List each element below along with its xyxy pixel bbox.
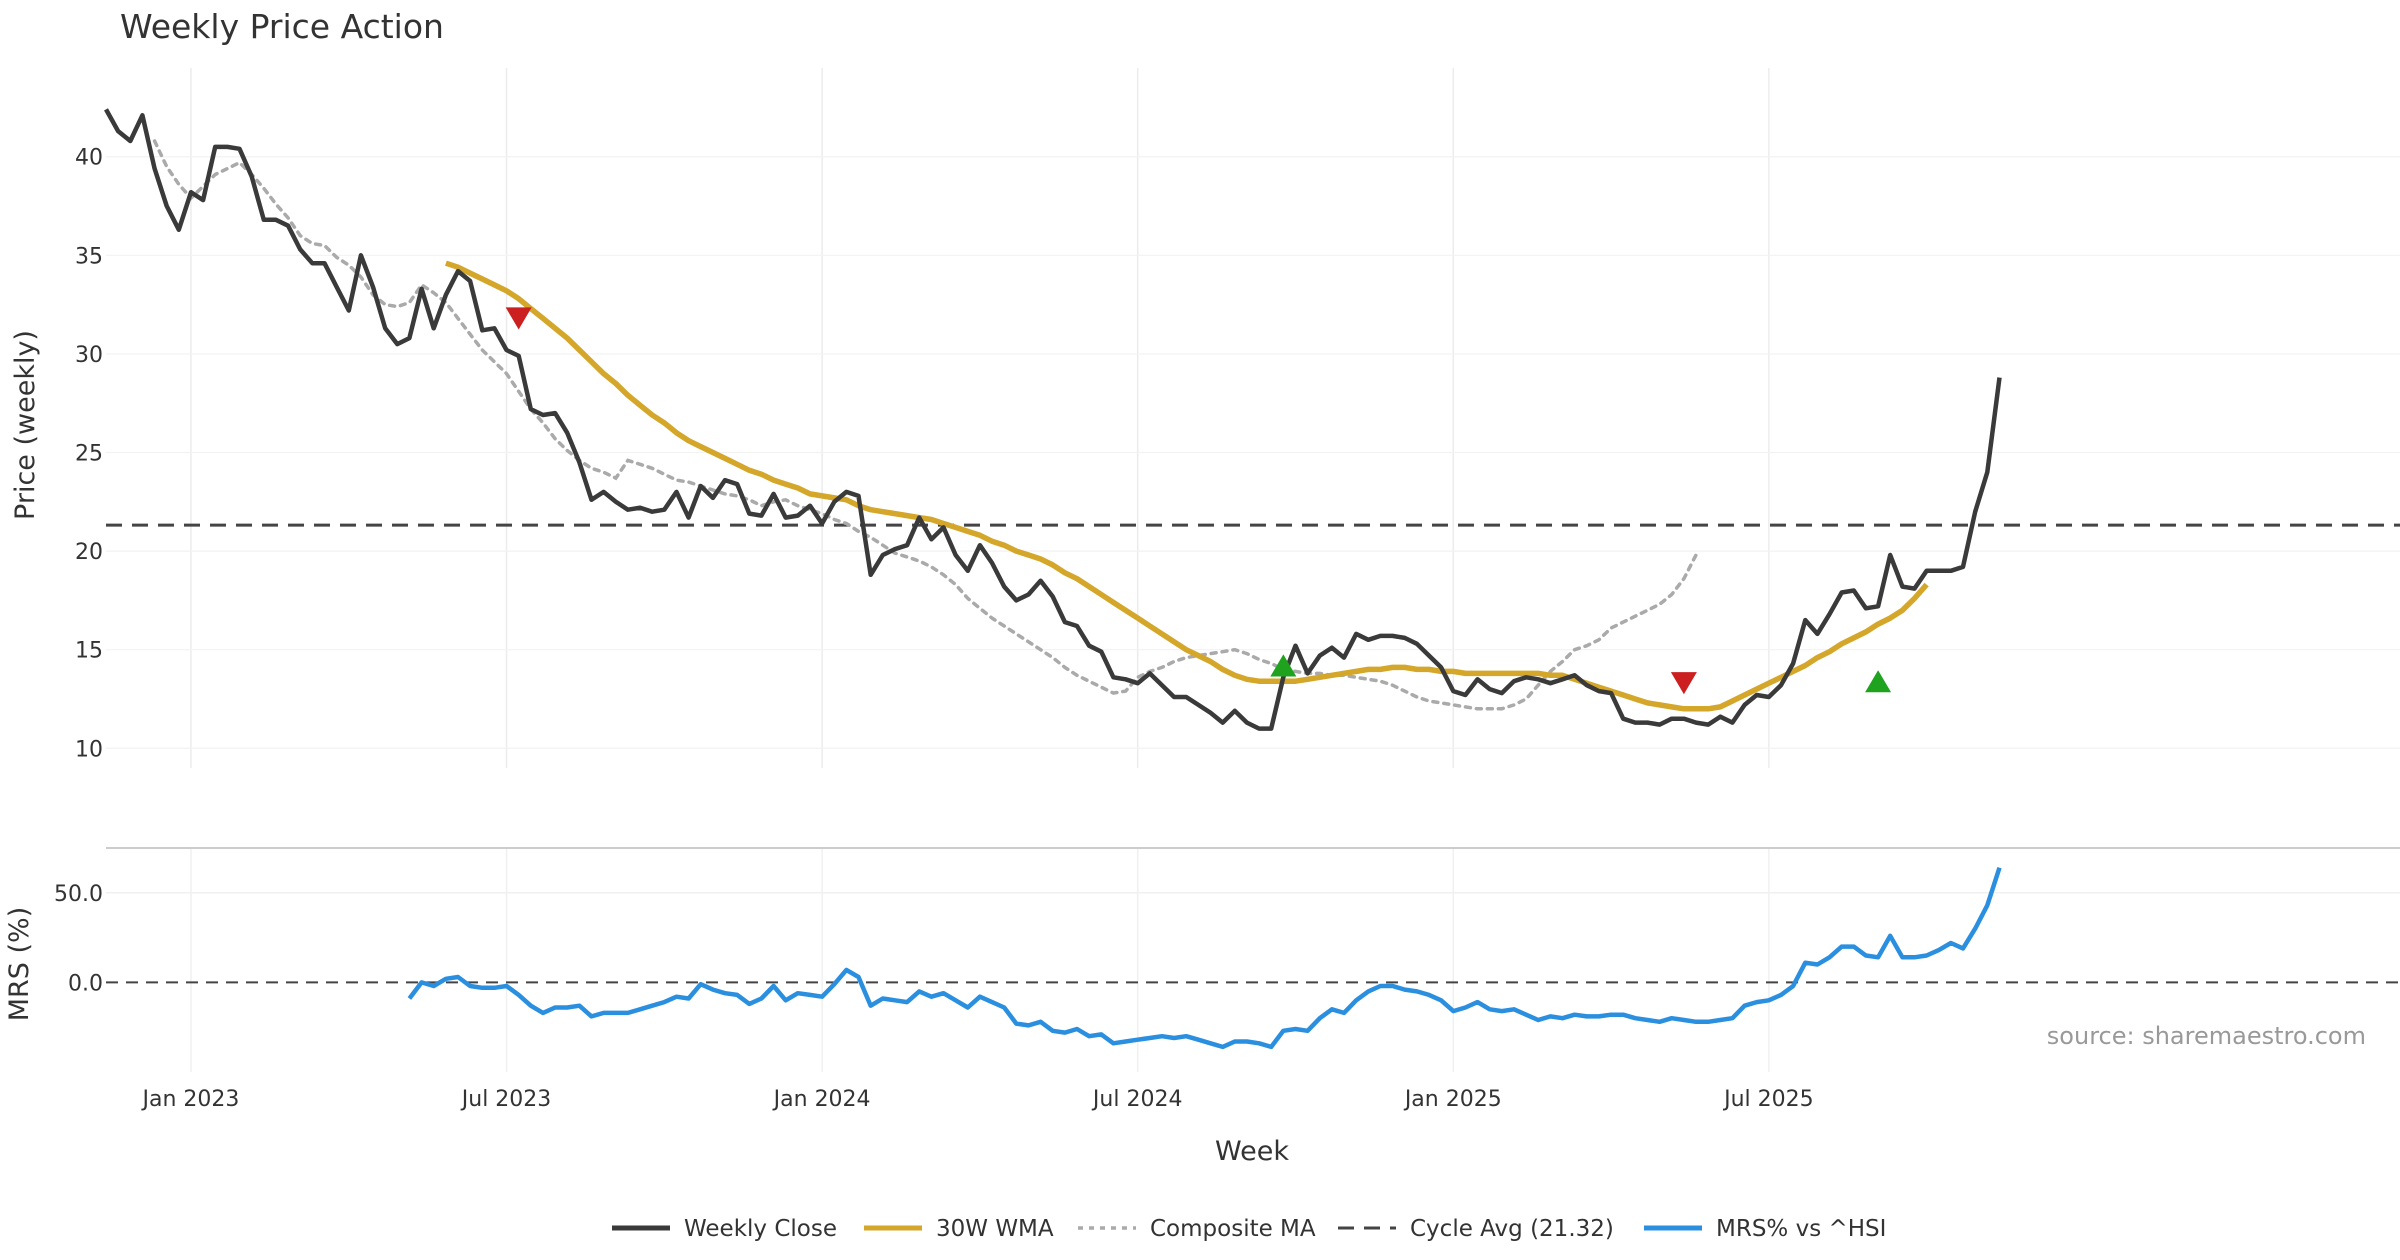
chart-legend: Weekly Close 30W WMA Composite MA Cycle Avg… [612,1216,1886,1242]
mrs-y-tick-label: 50.0 [54,882,103,907]
mrs-line [407,867,2002,1050]
price-y-axis: 10 15 20 25 30 35 40 [75,146,103,763]
x-tick-label: Jan 2023 [141,1087,240,1112]
x-tick-label: Jan 2025 [1403,1087,1502,1112]
sell-signal-marker [1670,672,1697,695]
price-y-tick-label: 10 [75,737,103,762]
price-y-tick-label: 30 [75,343,103,368]
price-y-tick-label: 20 [75,540,103,565]
signal-markers [505,307,1892,695]
source-label: source: sharemaestro.com [2047,1022,2366,1050]
x-axis-title: Week [1215,1136,1289,1167]
composite-ma-line [152,139,1698,711]
sell-signal-marker [505,307,532,330]
mrs-series [106,867,2400,1050]
weekly-close-line [104,108,2002,731]
price-y-tick-label: 15 [75,639,103,664]
x-tick-label: Jul 2025 [1722,1087,1814,1112]
chart-title: Weekly Price Action [120,7,444,46]
legend-label: Composite MA [1150,1216,1316,1242]
x-axis: Jan 2023 Jul 2023 Jan 2024 Jul 2024 Jan 2025… [141,1087,1814,1112]
price-panel-grid [106,68,2400,768]
price-y-tick-label: 25 [75,442,103,467]
x-tick-label: Jul 2023 [460,1087,552,1112]
price-y-axis-title: Price (weekly) [10,330,41,520]
wma-30w-line [445,260,1929,712]
mrs-y-axis: 0.0 50.0 [54,882,103,997]
x-tick-label: Jan 2024 [772,1087,871,1112]
buy-signal-marker [1270,654,1297,677]
legend-label: 30W WMA [936,1216,1054,1242]
legend-label: Weekly Close [684,1216,837,1242]
legend-label: MRS% vs ^HSI [1716,1216,1886,1242]
buy-signal-marker [1865,670,1892,693]
price-series [104,108,2400,731]
legend-label: Cycle Avg (21.32) [1410,1216,1614,1242]
mrs-y-tick-label: 0.0 [68,971,103,996]
mrs-panel-grid [106,847,2400,1072]
price-y-tick-label: 40 [75,146,103,171]
mrs-y-axis-title: MRS (%) [4,907,35,1022]
x-tick-label: Jul 2024 [1091,1087,1183,1112]
price-y-tick-label: 35 [75,244,103,269]
